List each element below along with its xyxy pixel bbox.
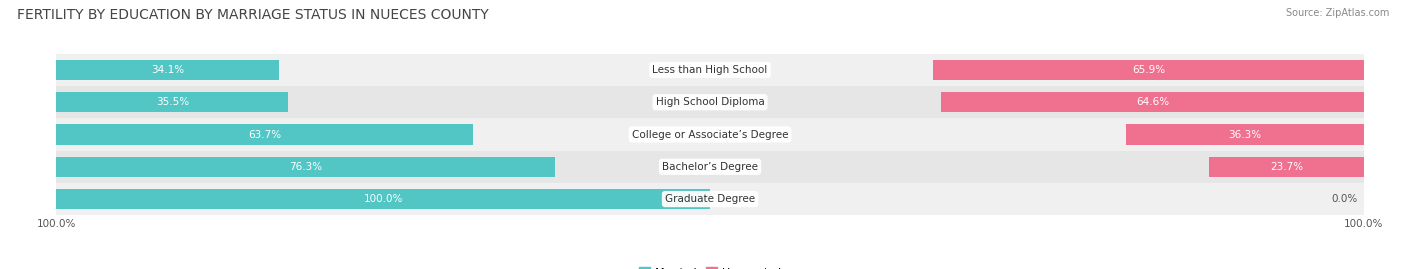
Bar xyxy=(56,157,555,177)
Text: 64.6%: 64.6% xyxy=(1136,97,1170,107)
Bar xyxy=(1126,125,1364,144)
Text: Bachelor’s Degree: Bachelor’s Degree xyxy=(662,162,758,172)
Bar xyxy=(934,60,1364,80)
Bar xyxy=(56,118,1364,151)
Text: High School Diploma: High School Diploma xyxy=(655,97,765,107)
Text: 63.7%: 63.7% xyxy=(247,129,281,140)
Text: 76.3%: 76.3% xyxy=(290,162,322,172)
Text: 0.0%: 0.0% xyxy=(1331,194,1357,204)
Bar xyxy=(56,60,280,80)
Text: 23.7%: 23.7% xyxy=(1270,162,1303,172)
Text: 35.5%: 35.5% xyxy=(156,97,188,107)
Text: College or Associate’s Degree: College or Associate’s Degree xyxy=(631,129,789,140)
Text: Source: ZipAtlas.com: Source: ZipAtlas.com xyxy=(1285,8,1389,18)
Text: FERTILITY BY EDUCATION BY MARRIAGE STATUS IN NUECES COUNTY: FERTILITY BY EDUCATION BY MARRIAGE STATU… xyxy=(17,8,489,22)
Text: Graduate Degree: Graduate Degree xyxy=(665,194,755,204)
Text: 100.0%: 100.0% xyxy=(363,194,404,204)
Legend: Married, Unmarried: Married, Unmarried xyxy=(634,263,786,269)
Bar xyxy=(56,86,1364,118)
Bar xyxy=(1209,157,1364,177)
Bar xyxy=(56,92,288,112)
Bar xyxy=(56,189,710,209)
Text: 65.9%: 65.9% xyxy=(1132,65,1166,75)
Bar xyxy=(56,125,472,144)
Bar xyxy=(942,92,1364,112)
Text: 36.3%: 36.3% xyxy=(1229,129,1261,140)
Bar xyxy=(56,151,1364,183)
Text: 34.1%: 34.1% xyxy=(152,65,184,75)
Bar xyxy=(56,183,1364,215)
Text: Less than High School: Less than High School xyxy=(652,65,768,75)
Bar xyxy=(56,54,1364,86)
